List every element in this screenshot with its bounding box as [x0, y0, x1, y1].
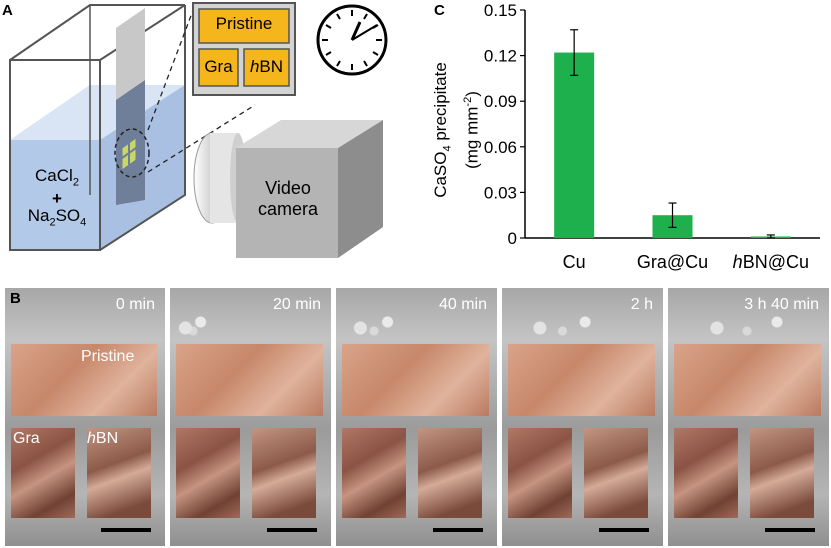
y-tick-label: 0.15: [484, 1, 517, 20]
inset-label-hbn: hBN: [249, 57, 284, 76]
timelapse-frame: 0 min Pristine Gra hBN: [5, 288, 165, 546]
label-gra: Gra: [13, 430, 40, 447]
gra-copper-sample: [342, 428, 406, 518]
frame-time-label: 2 h: [630, 296, 653, 313]
crystal-deposit: [506, 310, 619, 340]
crystal-deposit: [672, 310, 822, 340]
panel-c-letter: C: [434, 2, 445, 19]
panel-a-letter: A: [2, 2, 13, 19]
y-tick-label: 0.12: [484, 47, 517, 66]
gra-copper-sample: [11, 428, 75, 518]
y-tick-label: 0.03: [484, 183, 517, 202]
label-pristine: Pristine: [81, 348, 135, 365]
x-tick-label: Cu: [563, 252, 586, 272]
inset-label-gra: Gra: [204, 57, 233, 76]
pristine-copper-sample: [176, 344, 323, 416]
y-tick-label: 0.09: [484, 92, 517, 111]
panel-b-letter: B: [10, 290, 21, 307]
frame-time-label: 3 h 40 min: [744, 296, 819, 313]
pristine-copper-sample: [11, 344, 157, 416]
hbn-copper-sample: [750, 428, 814, 518]
x-tick-label: Gra@Cu: [637, 252, 708, 272]
crystal-deposit: [174, 310, 212, 340]
gra-copper-sample: [508, 428, 572, 518]
pristine-copper-sample: [674, 344, 821, 416]
crystal-deposit: [340, 310, 408, 340]
frame-time-label: 20 min: [272, 296, 321, 313]
frame-time-label: 40 min: [438, 296, 487, 313]
scale-bar: [433, 528, 483, 532]
hbn-copper-sample: [87, 428, 151, 518]
scale-bar: [101, 528, 151, 532]
bar-chart: 0 0.03 0.06 0.09 0.12 0.15 Cu Gra@Cu hBN@Cu: [484, 1, 820, 272]
scale-bar: [599, 528, 649, 532]
clock-icon: [316, 4, 388, 76]
panel-c-chart: C CaSO4 precipitate (mg mm-2) 0 0.03 0.06 0…: [420, 0, 831, 275]
frame-time-label: 0 min: [115, 296, 155, 313]
gra-copper-sample: [176, 428, 240, 518]
pristine-copper-sample: [342, 344, 489, 416]
gra-copper-sample: [674, 428, 738, 518]
timelapse-frame: 20 min: [170, 288, 331, 546]
panel-a-schematic: A: [0, 0, 420, 275]
bar-cu: [554, 52, 595, 239]
x-tick-label: hBN@Cu: [733, 252, 809, 272]
sample-strip: [114, 8, 150, 205]
schematic-drawing: [9, 2, 388, 258]
camera-label: Video camera: [257, 178, 319, 219]
pristine-copper-sample: [508, 344, 655, 416]
hbn-copper-sample: [584, 428, 648, 518]
y-tick-label: 0: [508, 229, 517, 248]
inset-label-pristine: Pristine: [215, 14, 273, 33]
hbn-copper-sample: [252, 428, 316, 518]
label-hbn: hBN: [87, 430, 119, 447]
beaker-solution-label: CaCl2 + Na2SO4: [27, 166, 87, 229]
scale-bar: [267, 528, 317, 532]
timelapse-frame: 40 min: [336, 288, 497, 546]
timelapse-frame: 3 h 40 min: [668, 288, 829, 546]
scale-bar: [765, 528, 815, 532]
y-tick-label: 0.06: [484, 138, 517, 157]
video-camera-icon: [193, 120, 383, 258]
hbn-copper-sample: [418, 428, 482, 518]
timelapse-frame: 2 h: [502, 288, 663, 546]
sample-inset: [192, 2, 296, 96]
